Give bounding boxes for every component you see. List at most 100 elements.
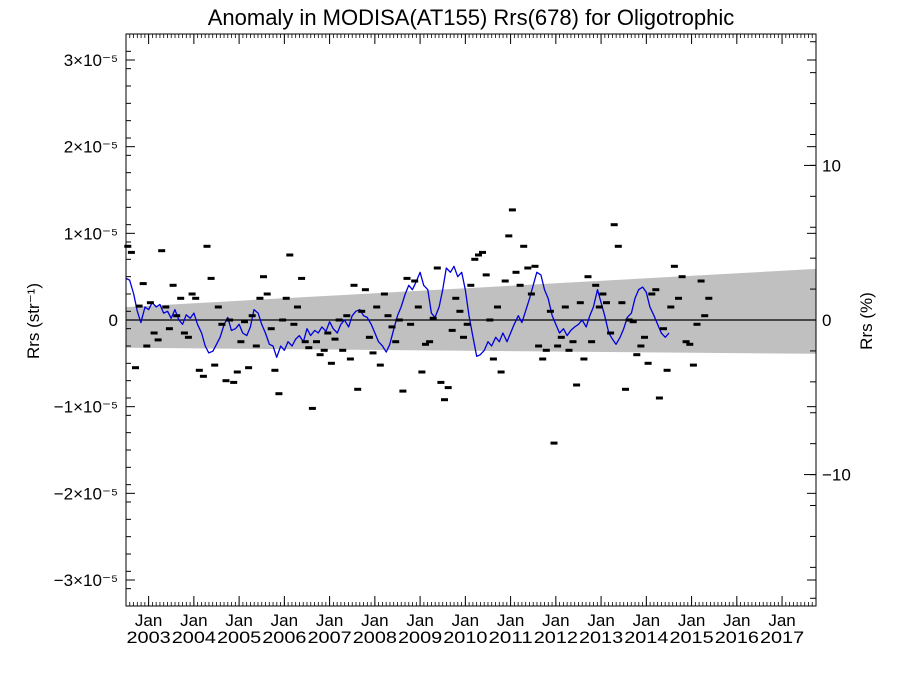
monthly-marker <box>373 305 381 309</box>
monthly-marker <box>335 318 343 322</box>
monthly-markers-layer <box>124 208 713 445</box>
monthly-marker <box>705 296 713 300</box>
monthly-marker <box>173 314 181 318</box>
monthly-marker <box>448 328 456 332</box>
monthly-marker <box>384 314 392 318</box>
y-tick-label: 2×10⁻⁵ <box>64 138 118 157</box>
monthly-marker <box>188 292 196 296</box>
monthly-marker <box>452 296 460 300</box>
x-tick-year: 2005 <box>217 628 261 647</box>
x-tick-year: 2012 <box>534 628 578 647</box>
x-tick-year: 2015 <box>669 628 713 647</box>
monthly-marker <box>508 208 516 212</box>
monthly-marker <box>346 357 354 361</box>
monthly-marker <box>298 276 306 280</box>
monthly-marker <box>599 292 607 296</box>
x-tick-month: Jan <box>135 611 162 630</box>
monthly-marker <box>460 335 467 339</box>
y-axis-label-left: Rrs (str⁻¹) <box>24 283 43 359</box>
monthly-marker <box>222 379 230 383</box>
monthly-marker <box>660 327 667 331</box>
monthly-marker <box>343 314 351 318</box>
monthly-marker <box>655 396 663 400</box>
monthly-marker <box>588 340 596 344</box>
monthly-marker <box>693 322 701 326</box>
monthly-marker <box>625 318 633 322</box>
monthly-marker <box>652 288 660 292</box>
uncertainty-band <box>126 268 816 354</box>
monthly-marker <box>607 331 615 335</box>
monthly-marker <box>546 309 554 313</box>
monthly-marker <box>573 383 581 387</box>
monthly-marker <box>675 296 682 300</box>
y-right-tick-label: 10 <box>822 156 841 175</box>
monthly-marker <box>316 353 324 357</box>
monthly-marker <box>192 296 200 300</box>
monthly-marker <box>403 276 411 280</box>
x-tick-year: 2013 <box>579 628 623 647</box>
monthly-marker <box>350 283 358 287</box>
monthly-marker <box>354 387 362 391</box>
x-tick-month: Jan <box>542 611 569 630</box>
x-tick-year: 2017 <box>760 628 804 647</box>
monthly-marker <box>554 344 562 348</box>
monthly-marker <box>479 250 486 254</box>
y-tick-label: 0 <box>109 311 118 330</box>
monthly-marker <box>542 348 550 352</box>
y-tick-label: 3×10⁻⁵ <box>64 51 118 70</box>
monthly-marker <box>195 368 203 372</box>
monthly-marker <box>320 348 328 352</box>
monthly-marker <box>339 348 347 352</box>
monthly-marker <box>505 234 513 238</box>
monthly-marker <box>162 305 170 309</box>
monthly-marker <box>327 361 335 365</box>
monthly-marker <box>135 304 143 308</box>
monthly-marker <box>199 374 207 378</box>
monthly-marker <box>610 223 618 227</box>
monthly-marker <box>169 283 177 287</box>
monthly-marker <box>550 441 558 445</box>
monthly-marker <box>146 301 154 305</box>
x-tick-month: Jan <box>768 611 795 630</box>
monthly-marker <box>132 366 139 370</box>
monthly-marker <box>263 292 271 296</box>
monthly-marker <box>165 327 173 331</box>
monthly-marker <box>279 318 287 322</box>
monthly-marker <box>248 314 256 318</box>
monthly-marker <box>489 357 497 361</box>
monthly-marker <box>214 305 222 309</box>
x-tick-month: Jan <box>678 611 705 630</box>
monthly-marker <box>520 244 528 248</box>
monthly-marker <box>678 275 686 279</box>
monthly-marker <box>618 301 626 305</box>
monthly-marker <box>241 320 248 324</box>
monthly-marker <box>256 296 264 300</box>
monthly-marker <box>595 305 603 309</box>
monthly-marker <box>531 264 539 268</box>
monthly-marker <box>524 266 532 270</box>
monthly-marker <box>444 386 452 390</box>
monthly-marker <box>527 292 535 296</box>
monthly-marker <box>433 266 441 270</box>
monthly-marker <box>622 387 629 391</box>
monthly-marker <box>358 309 366 313</box>
x-tick-year: 2006 <box>262 628 306 647</box>
monthly-marker <box>139 282 147 286</box>
monthly-marker <box>494 305 501 309</box>
monthly-marker <box>633 353 641 357</box>
monthly-marker <box>124 244 132 248</box>
monthly-marker <box>407 322 415 326</box>
monthly-marker <box>331 337 339 341</box>
monthly-marker <box>584 275 592 279</box>
y-axis-label-right: Rrs (%) <box>857 292 876 350</box>
monthly-marker <box>361 288 369 292</box>
monthly-marker <box>670 264 678 268</box>
monthly-marker <box>230 380 238 384</box>
monthly-marker <box>150 331 158 335</box>
monthly-marker <box>286 253 294 257</box>
monthly-marker <box>644 361 652 365</box>
monthly-marker <box>275 392 283 396</box>
monthly-marker <box>392 340 400 344</box>
anomaly-line <box>125 265 670 358</box>
